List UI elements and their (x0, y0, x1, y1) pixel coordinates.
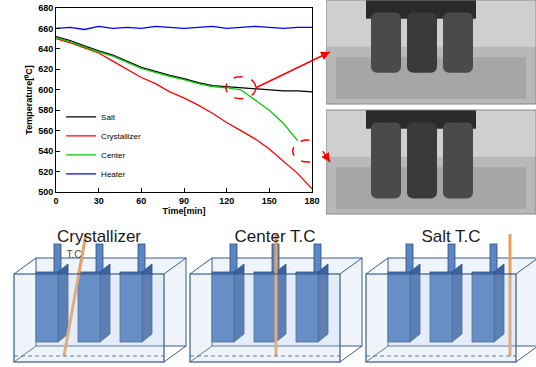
svg-text:Center: Center (101, 151, 125, 160)
svg-text:Temperature[⁰C]: Temperature[⁰C] (24, 65, 34, 134)
svg-text:0: 0 (53, 196, 58, 206)
svg-text:T.C: T.C (67, 249, 82, 260)
svg-text:30: 30 (94, 196, 104, 206)
svg-text:Salt: Salt (101, 113, 116, 122)
svg-text:Center T.C: Center T.C (235, 227, 316, 246)
svg-text:90: 90 (179, 196, 189, 206)
svg-text:Crystallizer: Crystallizer (101, 132, 141, 141)
svg-text:120: 120 (219, 196, 234, 206)
svg-text:560: 560 (38, 126, 53, 136)
svg-text:580: 580 (38, 105, 53, 115)
svg-text:Time[min]: Time[min] (163, 206, 206, 216)
svg-text:600: 600 (38, 85, 53, 95)
svg-text:500: 500 (38, 187, 53, 197)
svg-text:Heater: Heater (101, 170, 125, 179)
svg-text:680: 680 (38, 3, 53, 13)
svg-text:Salt T.C: Salt T.C (421, 227, 480, 246)
svg-text:640: 640 (38, 44, 53, 54)
svg-text:620: 620 (38, 64, 53, 74)
svg-text:Crystallizer: Crystallizer (57, 227, 141, 246)
svg-text:150: 150 (262, 196, 277, 206)
svg-text:520: 520 (38, 167, 53, 177)
svg-text:660: 660 (38, 24, 53, 34)
svg-text:180: 180 (304, 196, 319, 206)
svg-text:540: 540 (38, 146, 53, 156)
svg-text:60: 60 (136, 196, 146, 206)
